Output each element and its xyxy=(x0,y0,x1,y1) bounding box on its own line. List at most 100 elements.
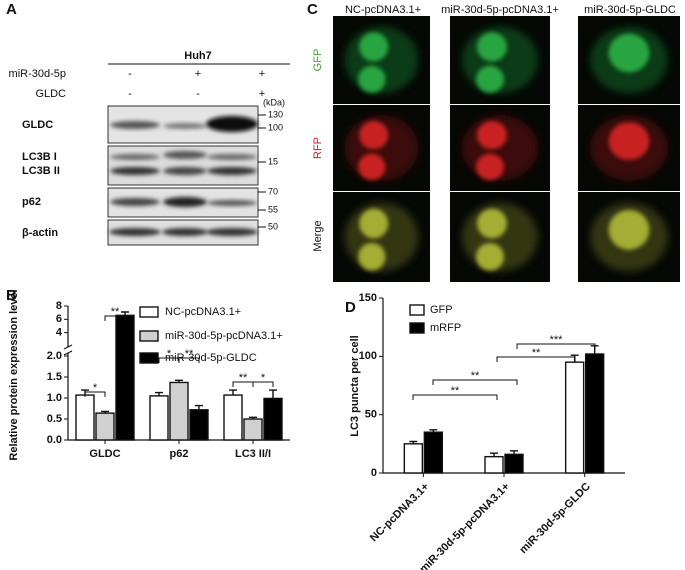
error-bar xyxy=(249,416,257,419)
significance-bracket xyxy=(84,391,106,397)
size-marker: 130 xyxy=(268,109,283,119)
row-label: GFP xyxy=(312,49,324,72)
error-bar xyxy=(229,389,237,396)
band xyxy=(110,167,160,175)
panel-letter: C xyxy=(307,1,318,18)
significance-label: * xyxy=(261,372,266,384)
band xyxy=(163,151,207,159)
row-label: RFP xyxy=(312,137,324,159)
y-tick-label: 1.0 xyxy=(47,392,62,404)
legend-swatch xyxy=(409,322,425,334)
band-label: p62 xyxy=(22,196,41,208)
band xyxy=(163,167,207,175)
cell-line: Huh7 xyxy=(184,50,212,62)
x-tick-label: NC-pcDNA3.1+ xyxy=(368,481,432,545)
y-tick-label: 8 xyxy=(56,300,62,312)
bar xyxy=(564,361,585,474)
nucleus xyxy=(608,210,650,250)
bar xyxy=(504,453,524,474)
bar xyxy=(149,395,169,441)
significance-label: * xyxy=(167,348,172,360)
significance-bracket xyxy=(104,315,126,321)
significance-bracket xyxy=(516,343,596,349)
nucleus xyxy=(359,32,389,62)
band xyxy=(110,154,160,160)
error-bar xyxy=(121,311,129,316)
band-label: β-actin xyxy=(22,227,58,239)
size-marker: 100 xyxy=(268,122,283,132)
treatment-label: miR-30d-5p xyxy=(9,68,66,80)
condition-sign: + xyxy=(259,88,265,100)
nucleus xyxy=(359,208,389,239)
condition-sign: - xyxy=(128,68,132,80)
error-bar xyxy=(429,429,438,433)
microscopy: NC-pcDNA3.1+ miR-30d-5p-pcDNA3.1+ miR-30… xyxy=(312,4,680,282)
nucleus xyxy=(477,208,507,239)
band xyxy=(207,154,257,160)
band xyxy=(207,200,257,206)
significance-bracket xyxy=(178,357,200,363)
nucleus xyxy=(477,120,507,150)
nucleus xyxy=(358,242,386,271)
panel-letter: B xyxy=(6,287,17,304)
y-tick-label: 0.5 xyxy=(47,413,62,425)
bar xyxy=(189,409,209,441)
y-tick-label: 6 xyxy=(56,313,62,325)
legend-swatch xyxy=(409,304,425,316)
size-marker: 55 xyxy=(268,204,278,214)
bar xyxy=(75,394,95,441)
treatment-label: GLDC xyxy=(35,88,66,100)
band xyxy=(110,198,160,206)
significance-label: ** xyxy=(451,385,460,397)
y-tick-label: 50 xyxy=(365,409,377,421)
size-unit: (kDa) xyxy=(263,97,285,107)
y-tick-label: 100 xyxy=(359,350,377,362)
legend-label: miR-30d-5p-GLDC xyxy=(165,352,257,364)
legend-label: mRFP xyxy=(430,322,461,334)
significance-bracket xyxy=(432,379,518,385)
bar xyxy=(115,314,135,441)
band-label: LC3B I xyxy=(22,151,57,163)
significance-label: ** xyxy=(532,347,541,359)
y-axis-label: Relative protein expression level xyxy=(8,289,20,460)
significance-label: ** xyxy=(471,370,480,382)
bar xyxy=(484,455,504,474)
error-bar xyxy=(101,410,109,414)
band xyxy=(207,167,257,175)
band xyxy=(206,228,258,236)
y-tick-label: 2.0 xyxy=(47,350,62,362)
error-bar xyxy=(195,404,203,410)
legend-swatch xyxy=(139,352,159,364)
y-tick-label: 4 xyxy=(56,327,63,339)
band-label: GLDC xyxy=(22,119,53,131)
bar xyxy=(263,397,283,441)
significance-bracket xyxy=(412,394,498,400)
x-tick-label: miR-30d-5p-GLDC xyxy=(517,481,593,557)
nucleus xyxy=(358,65,386,93)
nucleus xyxy=(476,65,504,93)
nucleus xyxy=(477,32,507,62)
legend-label: GFP xyxy=(430,304,453,316)
panel-letter: A xyxy=(6,1,17,18)
bar xyxy=(423,431,444,474)
significance-label: *** xyxy=(550,334,564,346)
significance-label: ** xyxy=(239,372,248,384)
band-label: LC3B II xyxy=(22,165,60,177)
nucleus xyxy=(476,153,504,181)
band xyxy=(206,116,258,132)
y-tick-label: 0.0 xyxy=(47,434,62,446)
y-tick-label: 1.5 xyxy=(47,371,62,383)
column-label: miR-30d-5p-pcDNA3.1+ xyxy=(441,4,559,16)
nucleus xyxy=(608,122,650,161)
bar xyxy=(223,394,243,441)
bar xyxy=(584,353,605,474)
y-axis-label: LC3 puncta per cell xyxy=(349,335,361,436)
size-marker: 70 xyxy=(268,186,278,196)
x-tick-label: p62 xyxy=(170,448,189,460)
significance-label: * xyxy=(93,382,98,394)
size-marker: 15 xyxy=(268,156,278,166)
band xyxy=(162,228,208,236)
western-blot: Huh7 miR-30d-5p GLDC - + + - - + GLDC LC… xyxy=(9,50,290,246)
condition-sign: - xyxy=(196,88,200,100)
